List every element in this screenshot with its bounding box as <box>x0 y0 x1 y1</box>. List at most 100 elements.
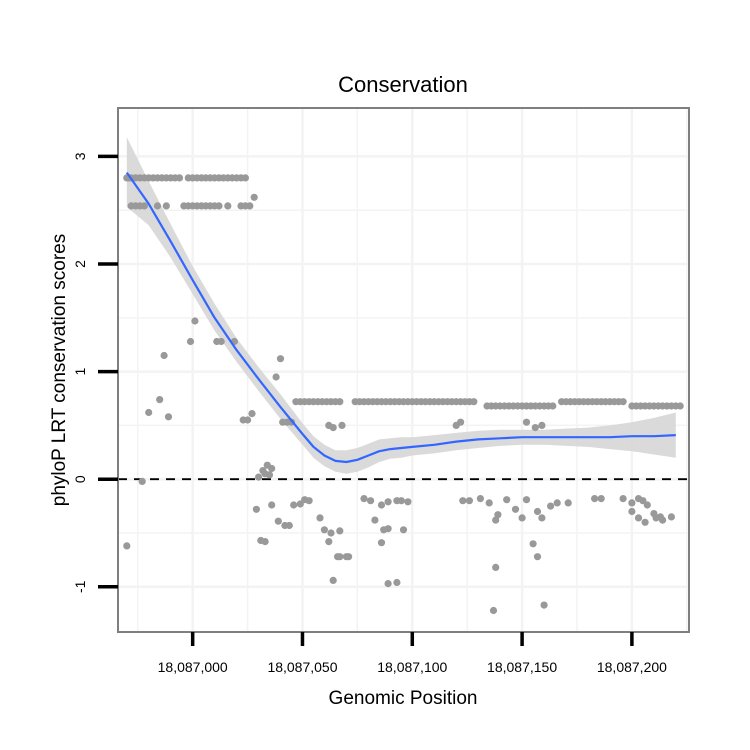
data-point <box>476 495 484 503</box>
data-point <box>549 402 557 410</box>
data-point <box>553 499 561 507</box>
data-point <box>367 497 375 505</box>
data-point <box>296 500 304 508</box>
data-point <box>140 202 148 210</box>
y-tick-label: 3 <box>72 152 88 160</box>
data-point <box>252 505 260 513</box>
data-point <box>397 497 405 505</box>
x-tick-label: 18,087,000 <box>158 659 228 675</box>
data-point <box>667 513 676 521</box>
data-point <box>215 202 223 210</box>
data-point <box>338 421 346 429</box>
data-point <box>336 553 344 561</box>
data-point <box>327 529 335 537</box>
data-point <box>191 317 199 325</box>
data-point <box>224 202 232 210</box>
data-point <box>485 499 493 507</box>
data-point <box>643 501 651 509</box>
chart-title: Conservation <box>338 72 468 97</box>
data-point <box>494 511 502 519</box>
data-point <box>522 418 531 426</box>
confidence-ribbon <box>126 137 676 474</box>
data-point <box>518 514 526 522</box>
data-point <box>540 601 548 609</box>
data-point <box>522 496 531 504</box>
data-point <box>285 521 293 530</box>
y-tick-label: -1 <box>72 580 88 593</box>
data-point <box>564 499 572 507</box>
data-point <box>538 514 546 522</box>
data-point <box>492 563 500 572</box>
data-point <box>533 507 542 516</box>
data-point <box>241 174 249 182</box>
data-point <box>217 337 225 346</box>
y-tick-label: 0 <box>72 475 88 483</box>
smooth-line <box>125 171 676 464</box>
data-point <box>628 499 636 507</box>
grid-lines <box>118 108 689 632</box>
data-point <box>156 396 164 404</box>
data-point <box>529 540 537 548</box>
data-point <box>619 495 627 503</box>
data-points <box>123 174 684 615</box>
data-point <box>634 514 643 522</box>
data-point <box>342 553 350 561</box>
x-axis: 18,087,000 18,087,050 18,087,100 18,087,150… <box>158 632 667 675</box>
data-point <box>465 497 473 505</box>
data-point <box>377 501 386 509</box>
data-point <box>164 413 173 421</box>
data-point <box>591 495 599 503</box>
smooth-line-group <box>125 171 676 464</box>
y-axis: -1 0 1 2 3 <box>72 152 118 593</box>
y-tick-label: 2 <box>72 260 88 268</box>
data-point <box>325 538 333 546</box>
y-axis-title: phyloP LRT conservation scores <box>49 234 70 507</box>
data-point <box>659 516 667 524</box>
data-point <box>404 498 412 506</box>
data-point <box>457 418 465 426</box>
data-point <box>676 402 684 410</box>
data-point <box>239 416 247 424</box>
data-point <box>459 497 467 505</box>
data-point <box>489 606 498 615</box>
data-point <box>265 471 274 479</box>
data-point <box>384 525 392 533</box>
x-tick-label: 18,087,100 <box>377 659 447 675</box>
data-point <box>290 501 298 509</box>
data-point <box>162 202 170 210</box>
data-point <box>538 421 546 429</box>
data-point <box>274 517 282 525</box>
data-point <box>619 398 627 406</box>
data-point <box>268 464 276 473</box>
data-point <box>329 424 337 432</box>
data-point <box>470 398 478 406</box>
data-point <box>492 516 500 524</box>
data-point <box>371 516 379 524</box>
data-point <box>639 497 647 505</box>
data-point <box>597 495 605 503</box>
data-point <box>248 410 256 418</box>
x-tick-label: 18,087,150 <box>487 659 557 675</box>
data-point <box>531 424 539 432</box>
data-point <box>138 477 146 485</box>
data-point <box>384 580 392 588</box>
data-point <box>186 337 195 346</box>
data-point <box>261 538 269 546</box>
data-point <box>336 398 344 406</box>
x-tick-label: 18,087,050 <box>267 659 337 675</box>
data-point <box>547 502 555 510</box>
data-point <box>641 518 649 526</box>
data-point <box>175 174 184 182</box>
data-point <box>511 505 520 513</box>
y-tick-label: 1 <box>72 367 88 375</box>
confidence-ribbon-group <box>126 137 676 474</box>
data-point <box>503 496 511 504</box>
data-point <box>329 576 337 585</box>
data-point <box>393 578 401 587</box>
data-point <box>246 202 254 210</box>
data-point <box>384 498 392 506</box>
data-point <box>123 542 131 550</box>
data-point <box>272 373 280 381</box>
data-point <box>268 501 276 509</box>
